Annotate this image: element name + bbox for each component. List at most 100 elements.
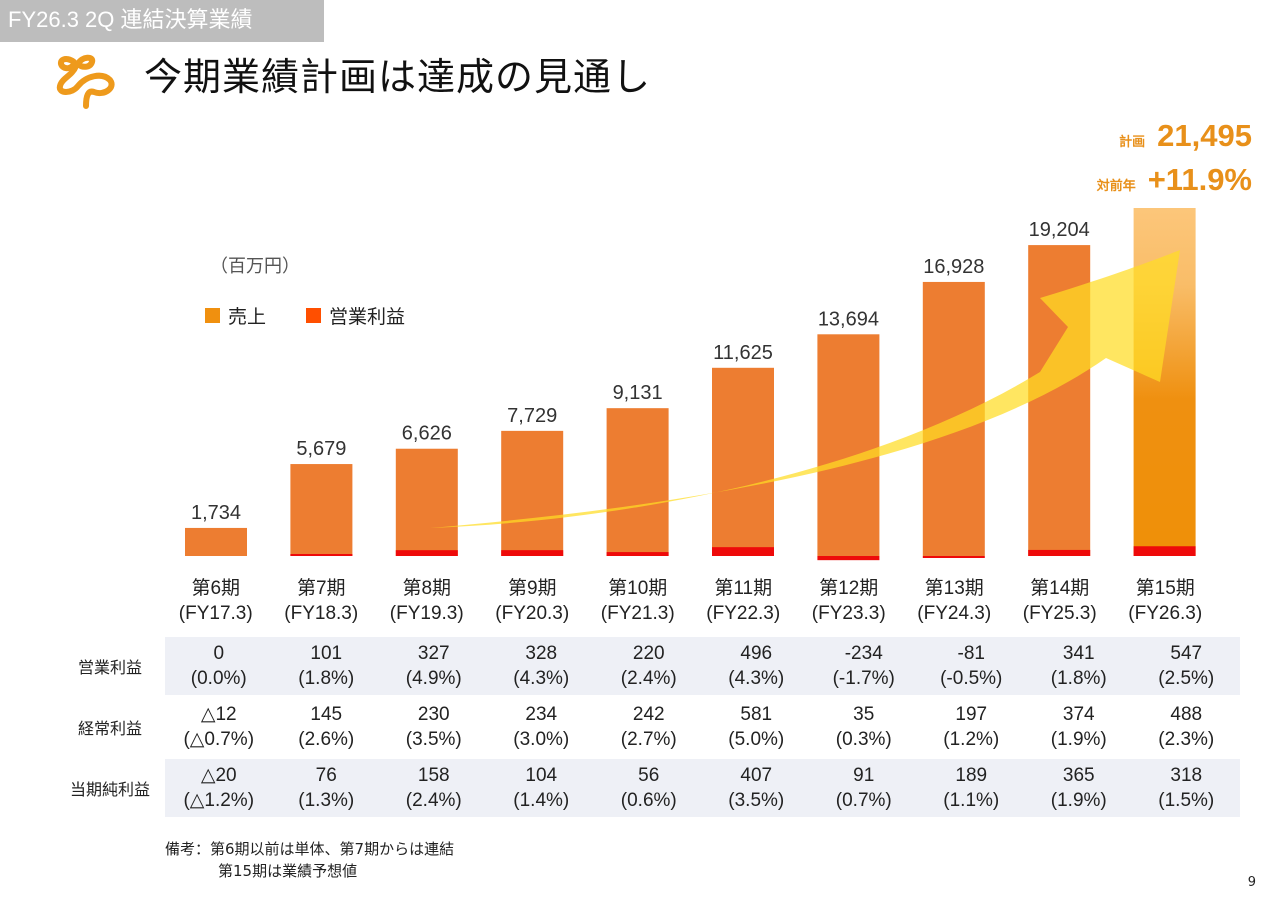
table-cell: 91 (0.7%) [810, 759, 918, 817]
table-cell: 56 (0.6%) [595, 759, 703, 817]
period-label: 第7期 (FY18.3) [269, 576, 375, 626]
sales-value-label: 13,694 [818, 308, 879, 330]
cell-value: 327 [417, 643, 450, 664]
sales-bar [290, 464, 353, 556]
cell-ratio: (2.3%) [1158, 729, 1215, 750]
cell-ratio: (1.1%) [943, 790, 1000, 811]
cell-ratio: (4.9%) [405, 668, 462, 689]
cell-ratio: (3.0%) [513, 729, 570, 750]
sales-value-label: 7,729 [507, 405, 557, 427]
table-cell: 158 (2.4%) [380, 759, 488, 817]
cell-ratio: (1.8%) [298, 668, 355, 689]
cell-value: 56 [638, 765, 660, 786]
table-cell: 197 (1.2%) [918, 698, 1026, 756]
cell-ratio: (1.9%) [1050, 729, 1107, 750]
cell-value: 581 [740, 704, 773, 725]
fiscal-year: (FY22.3) [706, 603, 781, 624]
table-cell: 496 (4.3%) [702, 637, 810, 695]
operating-profit-bar [1028, 549, 1091, 556]
sales-value-label: 16,928 [923, 256, 984, 278]
period-label: 第11期 (FY22.3) [691, 576, 797, 626]
cell-ratio: (3.5%) [405, 729, 462, 750]
cell-ratio: (2.4%) [620, 668, 677, 689]
cell-value: -234 [844, 643, 883, 664]
cell-ratio: (1.2%) [943, 729, 1000, 750]
cell-ratio: (1.5%) [1158, 790, 1215, 811]
table-row: 経常利益 △12 (△0.7%) 145 (2.6%) 230 (3.5%) 234 (3.0%… [55, 698, 1240, 756]
table-cell: 374 (1.9%) [1025, 698, 1133, 756]
table-cell: 407 (3.5%) [702, 759, 810, 817]
cell-ratio: (0.3%) [835, 729, 892, 750]
sales-bar [712, 367, 774, 556]
table-cell: 101 (1.8%) [272, 637, 380, 695]
table-cell: 145 (2.6%) [273, 698, 381, 756]
period-label: 第15期 (FY26.3) [1113, 576, 1219, 626]
financial-table: 営業利益 0 (0.0%) 101 (1.8%) 327 (4.9%) 328 (4.3%) 22… [55, 634, 1240, 820]
table-cell: △12 (△0.7%) [165, 698, 273, 756]
legend-item-sales: 売上 [205, 302, 266, 329]
fiscal-year: (FY19.3) [389, 603, 464, 624]
table-cell: 341 (1.8%) [1025, 637, 1133, 695]
cell-value: 341 [1062, 643, 1095, 664]
unit-label: （百万円） [210, 256, 300, 277]
table-cell: 189 (1.1%) [917, 759, 1025, 817]
legend-label-sales: 売上 [228, 306, 267, 328]
fiscal-year: (FY24.3) [917, 603, 992, 624]
cell-value: 242 [632, 704, 665, 725]
cell-ratio: (△0.7%) [183, 729, 255, 750]
table-cell: 220 (2.4%) [595, 637, 703, 695]
table-cell: 318 (1.5%) [1132, 759, 1240, 817]
cell-value: △12 [200, 704, 237, 725]
cell-ratio: (2.7%) [620, 729, 677, 750]
cell-value: 158 [417, 765, 450, 786]
cell-value: 230 [417, 704, 450, 725]
period-name: 第13期 [924, 578, 984, 599]
fiscal-year: (FY23.3) [811, 603, 886, 624]
sales-bar [185, 527, 247, 556]
cell-ratio: (0.6%) [620, 790, 677, 811]
row-label: 当期純利益 [69, 780, 150, 799]
period-name: 第7期 [296, 578, 346, 599]
company-logo-icon [56, 54, 115, 109]
legend-item-operating-profit: 営業利益 [306, 302, 405, 329]
table-cell: 104 (1.4%) [487, 759, 595, 817]
plan-label: 計画 [1119, 135, 1146, 150]
cell-ratio: (1.8%) [1050, 668, 1107, 689]
period-label: 第14期 (FY25.3) [1007, 576, 1113, 626]
table-cell: 488 (2.3%) [1133, 698, 1241, 756]
table-cell: 234 (3.0%) [488, 698, 596, 756]
legend-label-operating-profit: 営業利益 [329, 306, 406, 328]
fiscal-year: (FY20.3) [495, 603, 570, 624]
cell-value: 547 [1170, 643, 1203, 664]
growth-arrow [430, 250, 1180, 528]
table-row: 当期純利益 △20 (△1.2%) 76 (1.3%) 158 (2.4%) 104 (1.4%… [55, 759, 1240, 817]
table-cell: 76 (1.3%) [272, 759, 380, 817]
note-line-1: 備考：第6期以前は単体、第7期からは連結 [165, 840, 455, 858]
table-cell: 0 (0.0%) [165, 637, 273, 695]
cell-ratio: (4.3%) [728, 668, 785, 689]
period-label: 第13期 (FY24.3) [902, 576, 1008, 626]
operating-profit-bar [817, 556, 880, 561]
cell-value: 0 [213, 643, 225, 664]
fiscal-year: (FY18.3) [284, 603, 359, 624]
cell-value: 76 [315, 765, 337, 786]
table-cell: 581 (5.0%) [703, 698, 811, 756]
operating-profit-bar [922, 556, 985, 558]
cell-value: 328 [525, 643, 558, 664]
cell-ratio: (2.4%) [405, 790, 462, 811]
cell-value: -81 [957, 643, 985, 664]
table-cell: 327 (4.9%) [380, 637, 488, 695]
sales-bar [395, 448, 458, 556]
table-cell: 547 (2.5%) [1132, 637, 1240, 695]
row-label: 経常利益 [77, 719, 142, 738]
cell-value: 35 [853, 704, 875, 725]
sales-bar [501, 430, 564, 556]
yoy-value: +11.9% [1147, 162, 1252, 197]
period-name: 第11期 [714, 578, 773, 599]
period-name: 第10期 [608, 578, 668, 599]
cell-value: 318 [1170, 765, 1203, 786]
sales-value-label: 5,679 [296, 438, 346, 460]
period-name: 第15期 [1135, 578, 1195, 599]
cell-value: 488 [1170, 704, 1203, 725]
